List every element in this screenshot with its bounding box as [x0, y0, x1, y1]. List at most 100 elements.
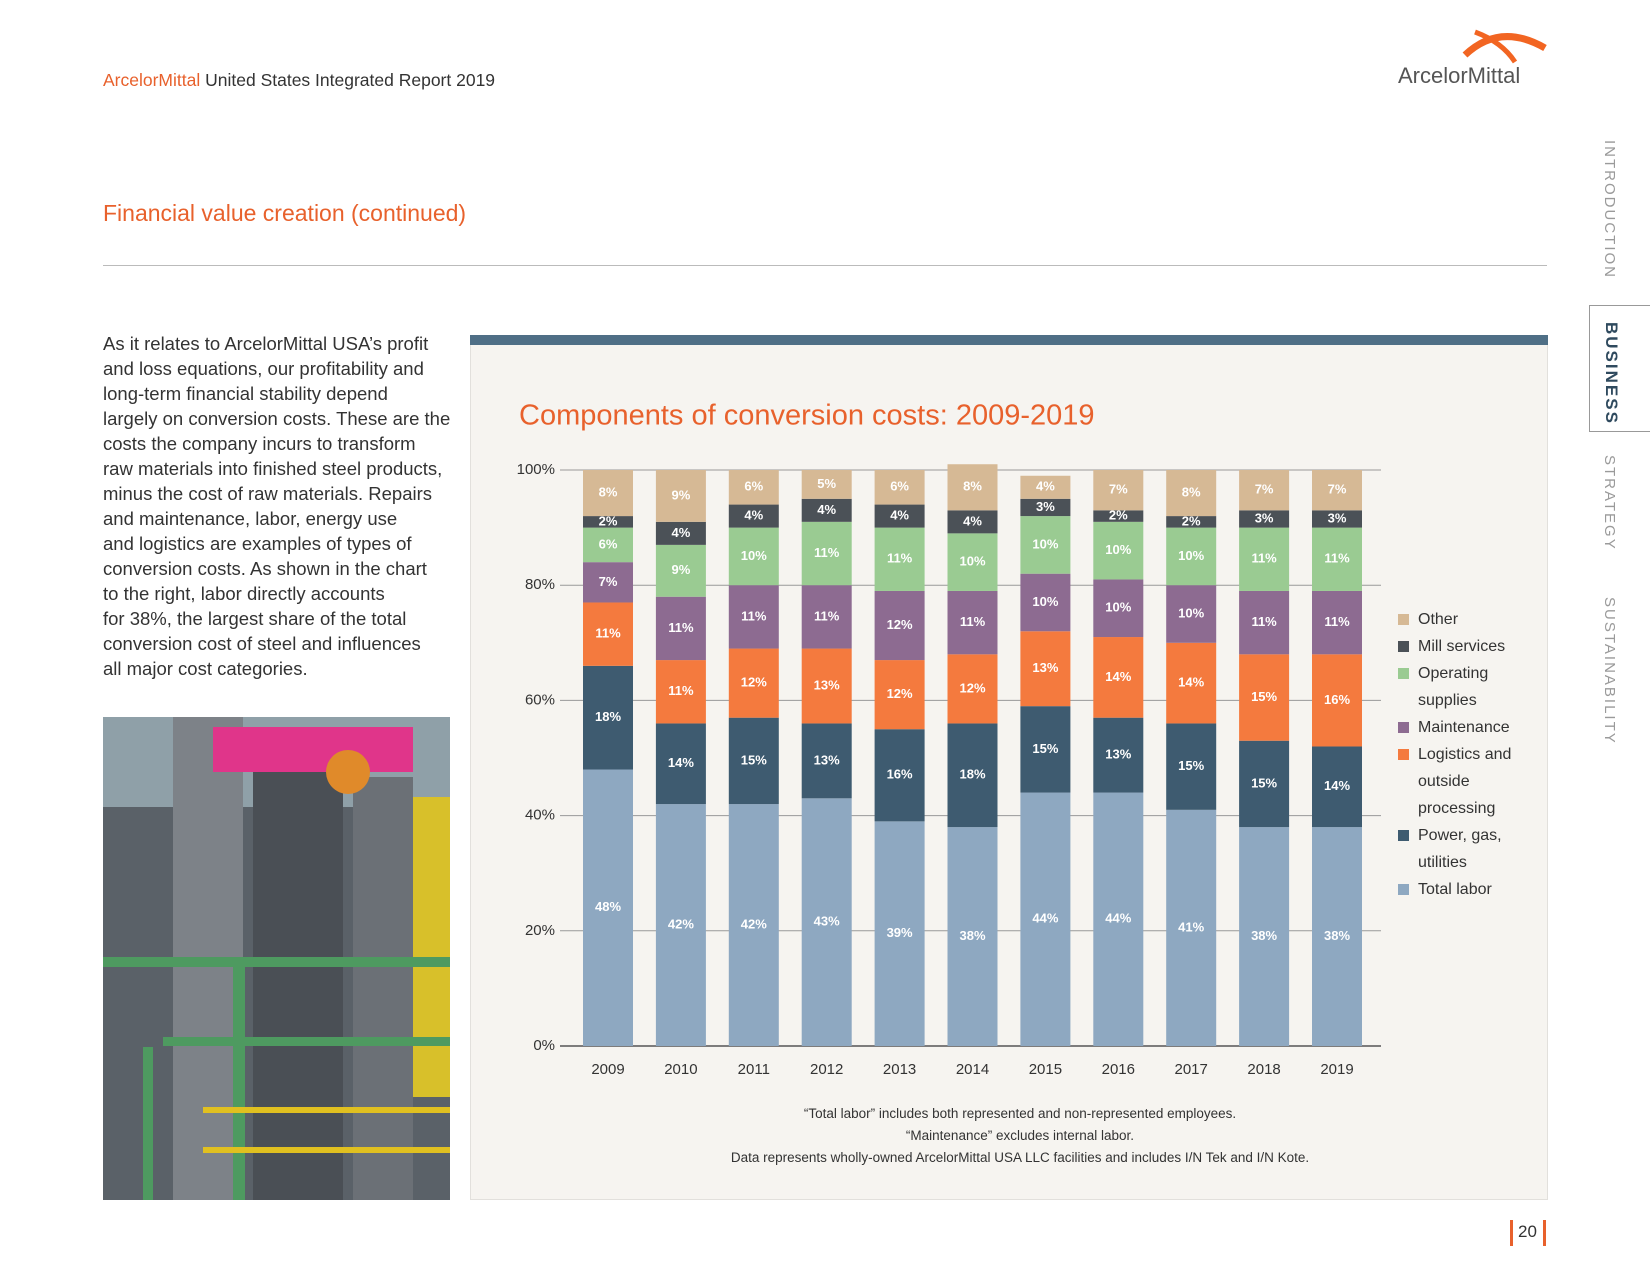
legend-item: Operating supplies	[1398, 660, 1530, 714]
body-line: all major cost categories.	[103, 658, 308, 679]
chart-title: Components of conversion costs: 2009-201…	[519, 400, 1095, 432]
data-label: 10%	[741, 548, 767, 563]
bar-segment	[1020, 631, 1071, 707]
legend-swatch	[1398, 668, 1409, 679]
bar-segment	[947, 533, 998, 591]
bar-segment	[1312, 654, 1362, 747]
legend-item: Mill services	[1398, 633, 1530, 660]
bar-segment	[1166, 470, 1217, 517]
bar-segment	[801, 521, 852, 586]
data-label: 4%	[672, 525, 691, 540]
data-label: 10%	[1178, 548, 1204, 563]
bar-segment	[1166, 809, 1217, 1046]
data-label: 12%	[959, 680, 985, 695]
data-label: 10%	[1105, 600, 1131, 615]
bar-segment	[874, 590, 925, 661]
y-tick-label: 20%	[525, 922, 555, 939]
data-label: 11%	[1324, 551, 1350, 566]
bar-segment	[1166, 642, 1217, 724]
photo-part	[213, 727, 413, 772]
bar-segment	[1312, 527, 1362, 591]
brand: ArcelorMittal	[103, 70, 201, 90]
data-label: 15%	[1251, 775, 1277, 790]
photo-part	[326, 750, 370, 794]
x-tick-label: 2010	[664, 1061, 697, 1078]
bar-segment	[801, 585, 852, 649]
bar-segment	[1312, 827, 1362, 1046]
data-label: 4%	[1036, 479, 1055, 494]
bar-segment	[1166, 585, 1217, 643]
legend-item: Logistics and outside processing	[1398, 741, 1530, 822]
data-label: 4%	[890, 508, 909, 523]
bar-segment	[728, 648, 779, 718]
bar-segment	[655, 596, 706, 661]
data-label: 18%	[595, 709, 621, 724]
data-label: 13%	[1105, 747, 1131, 762]
bar-segment	[1239, 654, 1290, 741]
page-number: 20	[1518, 1222, 1537, 1241]
data-label: 11%	[887, 551, 913, 566]
bar-segment	[801, 648, 852, 724]
data-label: 14%	[1178, 675, 1204, 690]
bar-segment	[655, 470, 706, 522]
bar-segment	[728, 504, 779, 528]
data-label: 14%	[1324, 778, 1350, 793]
photo-part	[203, 1147, 450, 1153]
bar-segment	[1020, 475, 1071, 499]
legend-label: Logistics and outside processing	[1418, 746, 1512, 817]
page-number-bar	[1510, 1220, 1513, 1246]
bar-segment	[1093, 521, 1144, 580]
data-label: 12%	[741, 675, 767, 690]
data-label: 48%	[595, 899, 621, 914]
legend-label: Maintenance	[1418, 719, 1510, 736]
x-tick-label: 2015	[1029, 1061, 1062, 1078]
body-line: to the right, labor directly accounts	[103, 583, 385, 604]
data-label: 11%	[668, 620, 694, 635]
data-label: 7%	[599, 574, 618, 589]
legend-item: Other	[1398, 606, 1530, 633]
data-label: 10%	[1032, 536, 1058, 551]
bar-segment	[1166, 527, 1217, 586]
legend-label: Other	[1418, 611, 1459, 628]
bar-segment	[1166, 723, 1217, 810]
legend-swatch	[1398, 830, 1409, 841]
legend-label: Operating supplies	[1418, 665, 1489, 709]
bar-segment	[1239, 827, 1290, 1046]
bar-segment	[655, 723, 706, 805]
data-label: 8%	[963, 479, 982, 494]
bar-segment	[1093, 470, 1144, 511]
data-label: 15%	[1251, 689, 1277, 704]
body-line: raw materials into finished steel produc…	[103, 458, 443, 479]
data-label: 38%	[959, 928, 985, 943]
chart-panel-bar	[470, 335, 1548, 345]
y-tick-label: 80%	[525, 576, 555, 593]
data-label: 44%	[1105, 911, 1131, 926]
photo-part	[143, 1047, 153, 1200]
page-number-bar	[1543, 1220, 1546, 1246]
bar-segment	[874, 504, 925, 528]
data-label: 2%	[1182, 513, 1201, 528]
data-label: 42%	[741, 916, 767, 931]
data-label: 41%	[1178, 919, 1204, 934]
x-tick-label: 2016	[1102, 1061, 1135, 1078]
body-line: for 38%, the largest share of the total	[103, 608, 407, 629]
bar-segment	[1020, 516, 1071, 574]
y-tick-label: 0%	[533, 1037, 555, 1054]
data-label: 10%	[1032, 594, 1058, 609]
bar-segment	[583, 769, 633, 1046]
bar-segment	[583, 516, 633, 528]
logo-arc	[1462, 33, 1547, 58]
data-label: 12%	[887, 686, 913, 701]
bar-segment	[728, 470, 779, 505]
legend-label: Power, gas, utilities	[1418, 827, 1502, 871]
logo-text: ArcelorMittal	[1398, 63, 1520, 88]
bar-segment	[655, 521, 706, 545]
data-label: 9%	[672, 562, 691, 577]
data-label: 13%	[814, 752, 840, 767]
bar-segment	[1239, 590, 1290, 655]
data-label: 15%	[1178, 758, 1204, 773]
chart-note: “Total labor” includes both represented …	[803, 1106, 1237, 1121]
data-label: 4%	[963, 513, 982, 528]
